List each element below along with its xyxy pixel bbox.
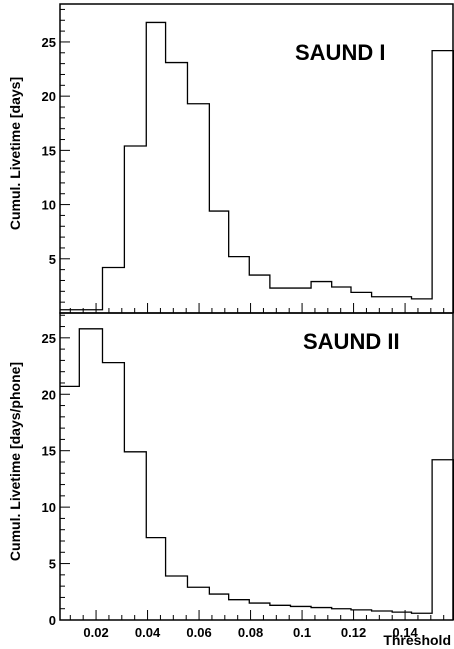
histogram-bin — [270, 605, 291, 620]
histogram-bin — [332, 287, 351, 313]
histogram-bin — [124, 452, 146, 620]
x-tick-label: 0.1 — [293, 625, 311, 640]
x-tick-label: 0.12 — [341, 625, 366, 640]
histogram-bin — [412, 613, 433, 620]
histogram-bin — [146, 538, 165, 620]
y-tick-label: 5 — [49, 557, 56, 572]
histogram-bin — [332, 609, 351, 620]
x-tick-label: 0.02 — [83, 625, 108, 640]
histogram-bin — [432, 51, 454, 313]
histogram-bin — [392, 297, 411, 313]
panel-title: SAUND II — [303, 329, 400, 354]
histogram-bin — [290, 606, 311, 620]
y-tick-label: 25 — [42, 331, 56, 346]
y-tick-label: 15 — [42, 444, 56, 459]
x-axis-title: Threshold — [383, 632, 451, 648]
y-axis-title: Cumul. Livetime [days] — [7, 77, 23, 230]
x-tick-label: 0.08 — [238, 625, 263, 640]
histogram-bin — [412, 299, 433, 313]
histogram-bin — [229, 257, 250, 313]
histogram-bin — [311, 282, 332, 313]
histogram-bin — [270, 288, 291, 313]
y-tick-label: 20 — [42, 89, 56, 104]
plot-frame — [59, 312, 454, 621]
histogram-bin — [229, 600, 250, 620]
histogram-bin — [209, 211, 228, 313]
histogram-bin — [124, 146, 146, 313]
histogram-bin — [351, 610, 372, 620]
y-tick-label: 20 — [42, 387, 56, 402]
histogram-bin — [166, 576, 188, 620]
histogram-outline — [60, 328, 454, 620]
histogram-bin — [146, 22, 165, 313]
y-tick-label: 10 — [42, 198, 56, 213]
y-axis-title: Cumul. Livetime [days/phone] — [7, 362, 23, 561]
histogram-bin — [187, 587, 209, 620]
histogram-bin — [311, 608, 332, 620]
histogram-bin — [249, 275, 270, 313]
histogram-bin — [102, 267, 124, 313]
y-tick-label: 0 — [49, 613, 56, 628]
histogram-bin — [432, 460, 454, 620]
histogram-bin — [166, 63, 188, 313]
x-tick-label: 0.06 — [186, 625, 211, 640]
histogram-bin — [351, 292, 372, 313]
panel-title: SAUND I — [295, 40, 385, 65]
y-tick-label: 5 — [49, 252, 56, 267]
histogram-bin — [60, 386, 79, 620]
histogram-outline — [60, 21, 454, 313]
histogram-bin — [372, 611, 393, 620]
y-tick-label: 10 — [42, 500, 56, 515]
histogram-bin — [372, 297, 393, 313]
panel-saund-ii: 0 5 10 15 20 25 0.02 0.04 0.06 0.08 0.1 0.12 0.14Thr… — [7, 312, 454, 648]
x-tick-label: 0.04 — [135, 625, 161, 640]
y-tick-label: 25 — [42, 35, 56, 50]
histogram-bin — [249, 603, 270, 620]
histogram-bin — [392, 612, 411, 620]
histogram-bin — [79, 329, 102, 620]
histogram-bin — [102, 363, 124, 620]
histogram-bin — [187, 104, 209, 313]
histogram-bin — [290, 288, 311, 313]
y-tick-label: 15 — [42, 143, 56, 158]
plot-frame — [59, 3, 454, 314]
panel-saund-i: 5 10 15 20 25 Cumul. Livetime [days] SAUND I — [7, 3, 454, 314]
x-tick-label: 0.14 — [392, 625, 418, 640]
